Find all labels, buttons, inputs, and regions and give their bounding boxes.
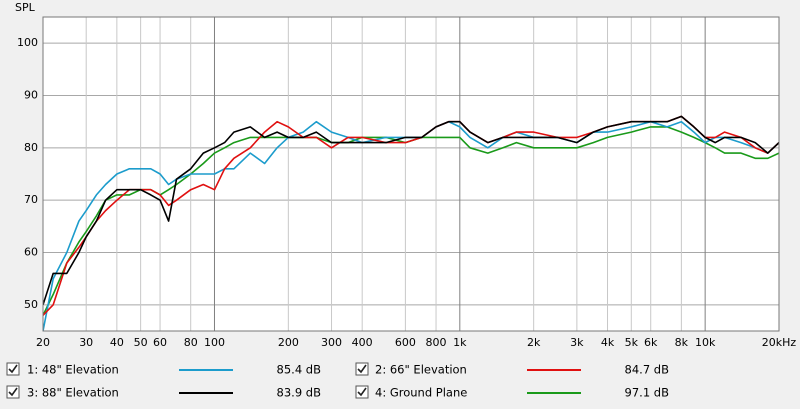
x-tick-label: 8k xyxy=(675,336,689,349)
legend-level: 84.7 dB xyxy=(625,363,670,377)
x-tick-label: 40 xyxy=(110,336,124,349)
x-tick-label: 50 xyxy=(134,336,148,349)
x-tick-label: 5k xyxy=(625,336,639,349)
checkbox[interactable] xyxy=(6,362,20,376)
y-tick-label: 90 xyxy=(24,89,38,102)
checkbox[interactable] xyxy=(6,385,20,399)
y-tick-label: 50 xyxy=(24,298,38,311)
checkbox[interactable] xyxy=(355,385,369,399)
x-tick-label: 3k xyxy=(570,336,584,349)
x-tick-label: 300 xyxy=(321,336,342,349)
x-tick-label: 20kHz xyxy=(762,336,797,349)
x-tick-label: 10k xyxy=(695,336,716,349)
x-tick-label: 30 xyxy=(79,336,93,349)
legend-label: 1: 48" Elevation xyxy=(27,363,119,377)
legend-label: 2: 66" Elevation xyxy=(375,363,467,377)
y-tick-label: 60 xyxy=(24,246,38,259)
legend-level: 97.1 dB xyxy=(625,386,670,400)
x-tick-label: 6k xyxy=(644,336,658,349)
y-tick-label: 70 xyxy=(24,193,38,206)
series-line xyxy=(43,115,779,306)
x-tick-label: 600 xyxy=(395,336,416,349)
legend-label: 4: Ground Plane xyxy=(375,386,467,400)
y-axis-label: SPL xyxy=(15,1,36,14)
x-tick-label: 200 xyxy=(278,336,299,349)
legend-level: 83.9 dB xyxy=(277,386,322,400)
plot-area xyxy=(42,16,780,332)
y-tick-label: 100 xyxy=(17,36,38,49)
x-tick-label: 80 xyxy=(184,336,198,349)
y-tick-label: 80 xyxy=(24,141,38,154)
x-tick-label: 1k xyxy=(453,336,467,349)
checkbox[interactable] xyxy=(355,362,369,376)
checkboxes[interactable] xyxy=(6,362,369,399)
x-tick-label: 100 xyxy=(204,336,225,349)
x-tick-label: 4k xyxy=(601,336,615,349)
legend-label: 3: 88" Elevation xyxy=(27,386,119,400)
x-tick-label: 800 xyxy=(426,336,447,349)
plot-border xyxy=(42,16,780,332)
x-tick-label: 20 xyxy=(36,336,50,349)
x-tick-label: 60 xyxy=(153,336,167,349)
x-tick-label: 400 xyxy=(352,336,373,349)
legend-level: 85.4 dB xyxy=(277,363,322,377)
x-tick-label: 2k xyxy=(527,336,541,349)
